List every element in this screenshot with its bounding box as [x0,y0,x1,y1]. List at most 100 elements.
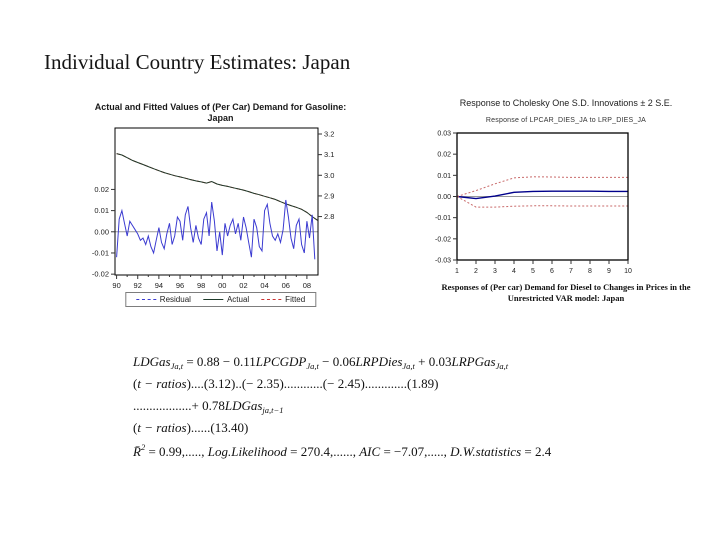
equation-segment: LPCGDP [255,354,307,369]
equation-segment: t − ratios [137,376,187,391]
left-chart-legend: Residual Actual Fitted [124,292,317,307]
tick-label: 0.03 [437,131,451,138]
legend-item: Actual [202,295,249,304]
legend-item: Fitted [261,295,305,304]
right-chart-caption: Responses of (Per car) Demand for Diesel… [420,282,712,304]
tick-label: 98 [197,281,205,290]
tick-label: 2.8 [324,212,334,221]
x-axis: 1 2 3 4 5 6 7 8 9 10 [455,260,632,275]
equation-segment: LRPGas [451,354,496,369]
equations-block: LDGasJa,t = 0.88 − 0.11LPCGDPJa,t − 0.06… [133,354,623,464]
tick-label: 96 [176,281,184,290]
equation-segment: D.W.statistics [450,444,522,459]
tick-label: 0.02 [94,185,109,194]
equation-line: R̄2 = 0.99,....., Log.Likelihood = 270.4… [133,442,623,464]
equation-segment: ( [133,376,138,391]
equation-segment: = −7.07,....., [380,444,451,459]
left-figure: Actual and Fitted Values of (Per Car) De… [58,100,383,312]
tick-label: 0.00 [94,227,109,236]
slide-title: Individual Country Estimates: Japan [44,50,351,74]
equation-segment: LRPDies [355,354,403,369]
right-chart-caption-line2: Unrestricted VAR model: Japan [507,293,625,303]
equation-line: (t − ratios)......(13.40) [133,420,623,442]
tick-label: 2.9 [324,191,334,200]
legend-line-sample [261,299,282,300]
equation-segment: )....(3.12)..(− 2.35)............(− 2.45… [186,376,439,391]
equation-segment: Ja,t [306,361,319,371]
tick-label: 3.0 [324,171,334,180]
left-chart-title: Actual and Fitted Values of (Per Car) De… [58,102,383,124]
equation-segment: LDGas [224,398,263,413]
equation-line: ..................+ 0.78LDGasja,t−1 [133,398,623,420]
equation-segment: Log.Likelihood [207,444,287,459]
equation-segment: AIC [359,444,381,459]
legend-line-sample [135,299,156,300]
equation-segment: = 2.4 [521,444,552,459]
tick-label: 02 [239,281,247,290]
equation-segment: t − ratios [137,420,187,435]
tick-label: 3 [493,268,497,275]
equation-segment: − 0.06 [318,354,356,369]
left-y-axis: 0.02 0.01 0.00 -0.01 -0.02 [92,185,115,279]
tick-label: 0.01 [437,173,451,180]
left-chart-canvas: 0.020.010.00-0.01-0.023.23.13.02.92.890 9… [92,127,334,290]
tick-label: 90 [112,281,120,290]
equation-segment: )......(13.40) [186,420,249,435]
right-chart-canvas: 0.03 0.02 0.01 0.00 -0.01 -0.02 -0.03 1 2 3 4 5 6 7 8 9… [435,131,632,276]
equation-segment: Ja,t [170,361,184,371]
tick-label: -0.01 [435,215,451,222]
equation-segment: ( [133,420,138,435]
response-series [456,190,628,200]
tick-label: 00 [218,281,226,290]
lower_band-series [456,196,628,208]
tick-label: -0.03 [435,258,451,265]
legend-label: Fitted [285,295,306,304]
tick-label: 06 [282,281,290,290]
tick-label: 7 [569,268,573,275]
actual-series [116,153,318,221]
tick-label: 08 [303,281,311,290]
tick-label: 0.02 [437,152,451,159]
tick-label: 2 [474,268,478,275]
residual-series [116,199,316,260]
tick-label: -0.02 [92,270,109,279]
tick-label: 94 [155,281,163,290]
y-axis: 0.03 0.02 0.01 0.00 -0.01 -0.02 -0.03 [435,131,457,265]
right-chart-title: Response to Cholesky One S.D. Innovation… [459,98,673,108]
legend-item: Residual [135,295,191,304]
tick-label: 3.2 [324,129,334,138]
equation-segment: Ja,t [495,361,509,371]
x-axis: 90 92 94 96 98 00 02 04 06 08 [112,275,311,290]
right-figure: Response to Cholesky One S.D. Innovation… [420,96,712,322]
tick-label: 04 [260,281,268,290]
equation-segment: ..................+ 0.78 [133,398,225,413]
equation-line: (t − ratios)....(3.12)..(− 2.35)........… [133,376,623,398]
equation-segment: = 270.4,......, [286,444,360,459]
tick-label: 92 [134,281,142,290]
tick-label: 8 [588,268,592,275]
legend-label: Residual [159,295,191,304]
tick-label: 6 [550,268,554,275]
equation-segment: = 0.88 − 0.11 [183,354,256,369]
equation-segment: ja,t−1 [262,405,284,415]
tick-label: 0.01 [94,206,109,215]
tick-label: 9 [607,268,611,275]
tick-label: 4 [512,268,516,275]
equation-segment: = 0.99,....., [145,444,208,459]
plot-frame [114,127,319,276]
tick-label: 1 [455,268,459,275]
tick-label: 0.00 [437,194,451,201]
upper_band-series [456,176,628,197]
equation-segment: Ja,t [402,361,415,371]
right-chart-subtitle: Response of LPCAR_DIES_JA to LRP_DIES_JA [485,117,647,124]
tick-label: 3.1 [324,150,334,159]
equation-segment: R̄ [133,444,141,459]
left-chart-title-line1: Actual and Fitted Values of (Per Car) De… [94,102,347,112]
tick-label: 5 [531,268,535,275]
right-chart-caption-line1: Responses of (Per car) Demand for Diesel… [441,282,691,292]
tick-label: -0.01 [92,248,109,257]
equation-line: LDGasJa,t = 0.88 − 0.11LPCGDPJa,t − 0.06… [133,354,623,376]
tick-label: 10 [624,268,632,275]
left-chart-title-line2: Japan [207,113,234,123]
legend-line-sample [202,299,223,300]
